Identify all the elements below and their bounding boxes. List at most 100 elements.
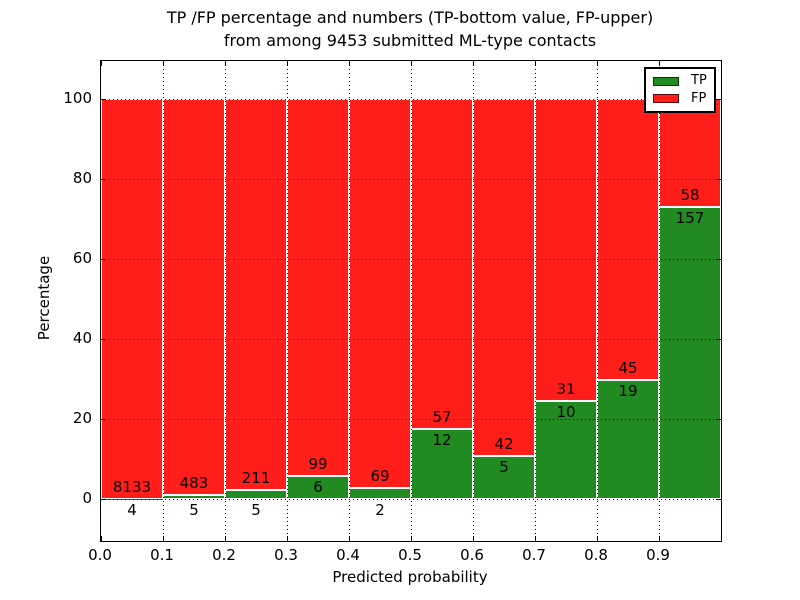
x-tick-mark — [225, 61, 226, 66]
x-tick-mark — [535, 536, 536, 541]
tp-count-label: 5 — [251, 501, 261, 519]
y-tick-label: 80 — [72, 169, 92, 187]
chart-title-line1: TP /FP percentage and numbers (TP-bottom… — [166, 8, 654, 27]
fp-count-label: 483 — [179, 473, 209, 492]
x-tick-mark — [659, 61, 660, 66]
x-tick-mark — [163, 536, 164, 541]
x-tick-mark — [473, 536, 474, 541]
bar-tp-segment — [597, 380, 659, 499]
gridline-vertical — [411, 61, 412, 541]
x-tick-mark — [225, 536, 226, 541]
tp-count-label: 19 — [618, 382, 638, 401]
x-tick-mark — [349, 61, 350, 66]
y-tick-label: 100 — [63, 89, 92, 107]
fp-count-label: 57 — [432, 408, 452, 427]
tp-count-label: 5 — [189, 501, 199, 519]
chart-title: TP /FP percentage and numbers (TP-bottom… — [100, 6, 720, 52]
gridline-horizontal — [101, 419, 721, 420]
x-tick-label: 0.3 — [274, 546, 298, 564]
legend-fp-swatch — [653, 94, 679, 104]
tp-count-label: 5 — [499, 458, 509, 477]
chart-title-line2: from among 9453 submitted ML-type contac… — [223, 31, 597, 50]
x-tick-mark — [597, 536, 598, 541]
y-tick-mark — [101, 179, 106, 180]
gridline-horizontal — [101, 99, 721, 100]
gridline-vertical — [597, 61, 598, 541]
y-tick-mark — [101, 499, 106, 500]
y-tick-mark — [716, 419, 721, 420]
x-tick-mark — [411, 61, 412, 66]
legend-item-tp: TP — [653, 74, 707, 88]
x-tick-label: 0.5 — [398, 546, 422, 564]
y-axis-label: Percentage — [35, 255, 53, 341]
bar-fp-segment — [225, 99, 287, 490]
gridline-vertical — [473, 61, 474, 541]
gridline-vertical — [287, 61, 288, 541]
y-tick-mark — [101, 339, 106, 340]
tp-count-label: 157 — [675, 208, 705, 227]
legend-fp-label: FP — [691, 90, 707, 106]
y-tick-mark — [101, 99, 106, 100]
x-tick-label: 0.2 — [212, 546, 236, 564]
fp-count-label: 45 — [618, 359, 638, 378]
y-tick-mark — [101, 419, 106, 420]
bar-tp-segment — [659, 206, 721, 499]
legend-tp-swatch — [653, 76, 679, 86]
y-tick-mark — [716, 99, 721, 100]
x-tick-mark — [535, 61, 536, 66]
x-tick-mark — [659, 536, 660, 541]
bar-fp-segment — [411, 99, 473, 430]
y-tick-label: 40 — [72, 329, 92, 347]
x-tick-mark — [349, 536, 350, 541]
bar-fp-segment — [349, 99, 411, 488]
x-tick-label: 0.4 — [336, 546, 360, 564]
y-tick-mark — [101, 259, 106, 260]
tp-count-label: 12 — [432, 431, 452, 450]
fp-count-label: 58 — [680, 185, 700, 204]
x-tick-mark — [597, 61, 598, 66]
x-tick-mark — [287, 536, 288, 541]
gridline-horizontal — [101, 259, 721, 260]
y-tick-mark — [716, 499, 721, 500]
fp-count-label: 8133 — [112, 477, 152, 496]
x-tick-mark — [101, 536, 102, 541]
x-axis-label: Predicted probability — [332, 568, 488, 586]
bar-fp-segment — [659, 99, 721, 207]
tp-count-label: 4 — [127, 501, 137, 519]
y-tick-label: 60 — [72, 249, 92, 267]
gridline-vertical — [225, 61, 226, 541]
fp-count-label: 42 — [494, 435, 514, 454]
gridline-vertical — [349, 61, 350, 541]
tp-count-label: 6 — [313, 478, 323, 497]
gridline-vertical — [163, 61, 164, 541]
fp-count-label: 99 — [308, 455, 328, 474]
x-tick-label: 0.7 — [522, 546, 546, 564]
x-tick-mark — [473, 61, 474, 66]
legend-item-fp: FP — [653, 90, 707, 106]
gridline-horizontal — [101, 499, 721, 500]
x-tick-label: 0.8 — [584, 546, 608, 564]
gridline-horizontal — [101, 179, 721, 180]
x-tick-mark — [411, 536, 412, 541]
bar-tp-segment — [225, 489, 287, 499]
fp-count-label: 211 — [241, 468, 271, 487]
y-tick-mark — [716, 339, 721, 340]
bar-fp-segment — [535, 99, 597, 402]
y-tick-label: 20 — [72, 409, 92, 427]
fp-count-label: 69 — [370, 466, 390, 485]
x-tick-mark — [287, 61, 288, 66]
bar-fp-segment — [163, 99, 225, 495]
x-tick-label: 0.9 — [646, 546, 670, 564]
bar-tp-segment — [349, 487, 411, 499]
gridline-vertical — [659, 61, 660, 541]
legend: TP FP — [644, 67, 716, 113]
fp-count-label: 31 — [556, 380, 576, 399]
bar-tp-segment — [473, 456, 535, 499]
bar-fp-segment — [101, 99, 163, 499]
x-tick-label: 0.1 — [150, 546, 174, 564]
y-tick-mark — [716, 259, 721, 260]
bar-fp-segment — [473, 99, 535, 457]
gridline-vertical — [535, 61, 536, 541]
plot-area: 8133 4 483 5 211 5 99 6 69 2 57 12 42 5 31 10 45 19 58 157 — [100, 60, 722, 542]
